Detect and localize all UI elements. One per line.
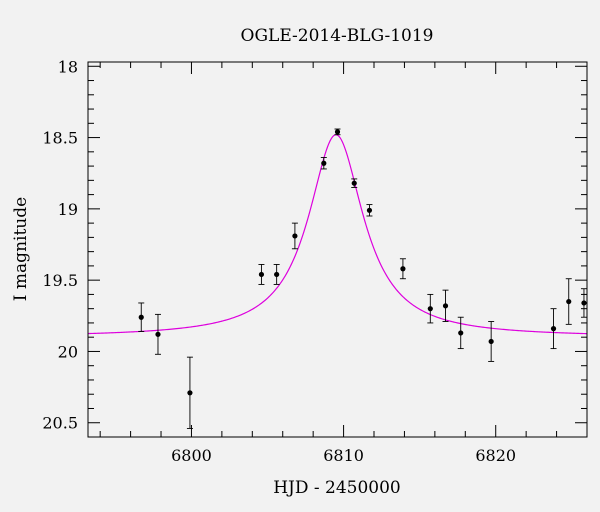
data-point-group <box>138 302 145 332</box>
data-point-group <box>186 356 193 429</box>
data-point-group <box>399 258 406 280</box>
data-point <box>155 331 161 337</box>
data-points-layer <box>138 128 587 429</box>
data-point-group <box>273 264 280 285</box>
data-point-group <box>565 278 572 325</box>
y-tick-label: 18 <box>58 57 78 76</box>
y-tick-label: 19 <box>58 200 78 219</box>
data-point-group <box>488 321 495 362</box>
plot-frame <box>87 61 588 438</box>
x-axis-label: HJD - 2450000 <box>273 478 401 498</box>
data-point-group <box>366 204 373 217</box>
data-point-group <box>457 316 464 350</box>
chart-title: OGLE-2014-BLG-1019 <box>241 26 434 46</box>
data-point <box>566 298 572 305</box>
data-point-group <box>442 289 449 322</box>
x-tick-label: 6810 <box>323 446 364 465</box>
y-tick-label: 18.5 <box>42 129 78 148</box>
data-point-group <box>550 308 557 350</box>
data-point <box>366 207 373 213</box>
data-point <box>550 326 557 332</box>
axis-ticks <box>88 62 588 438</box>
data-point-group <box>351 178 358 188</box>
data-point <box>488 338 494 345</box>
data-point-group <box>334 128 341 136</box>
data-point <box>187 390 193 396</box>
y-tick-label: 20 <box>58 342 78 361</box>
data-point <box>292 233 298 239</box>
x-tick-label: 6800 <box>171 446 212 465</box>
data-point <box>351 180 357 186</box>
y-tick-label: 19.5 <box>42 271 78 290</box>
data-point <box>400 266 406 272</box>
tick-labels: 6800 6810 6820 18 18.5 19 19.5 20 20.5 <box>42 57 516 465</box>
data-point <box>321 160 327 166</box>
data-point-group <box>258 264 265 285</box>
y-tick-label: 20.5 <box>42 414 78 433</box>
data-point <box>334 129 341 135</box>
data-point <box>258 271 265 278</box>
x-tick-label: 6820 <box>475 446 516 465</box>
y-axis-label: I magnitude <box>11 197 31 301</box>
data-point-group <box>427 293 434 324</box>
data-point <box>427 306 433 312</box>
data-point <box>458 330 464 336</box>
data-point <box>581 300 587 306</box>
data-point-group <box>580 288 587 318</box>
data-point <box>138 314 144 320</box>
data-point <box>442 303 449 309</box>
data-point-group <box>291 222 298 250</box>
data-point <box>274 271 280 278</box>
data-point-group <box>154 313 161 355</box>
data-point-group <box>320 157 327 170</box>
